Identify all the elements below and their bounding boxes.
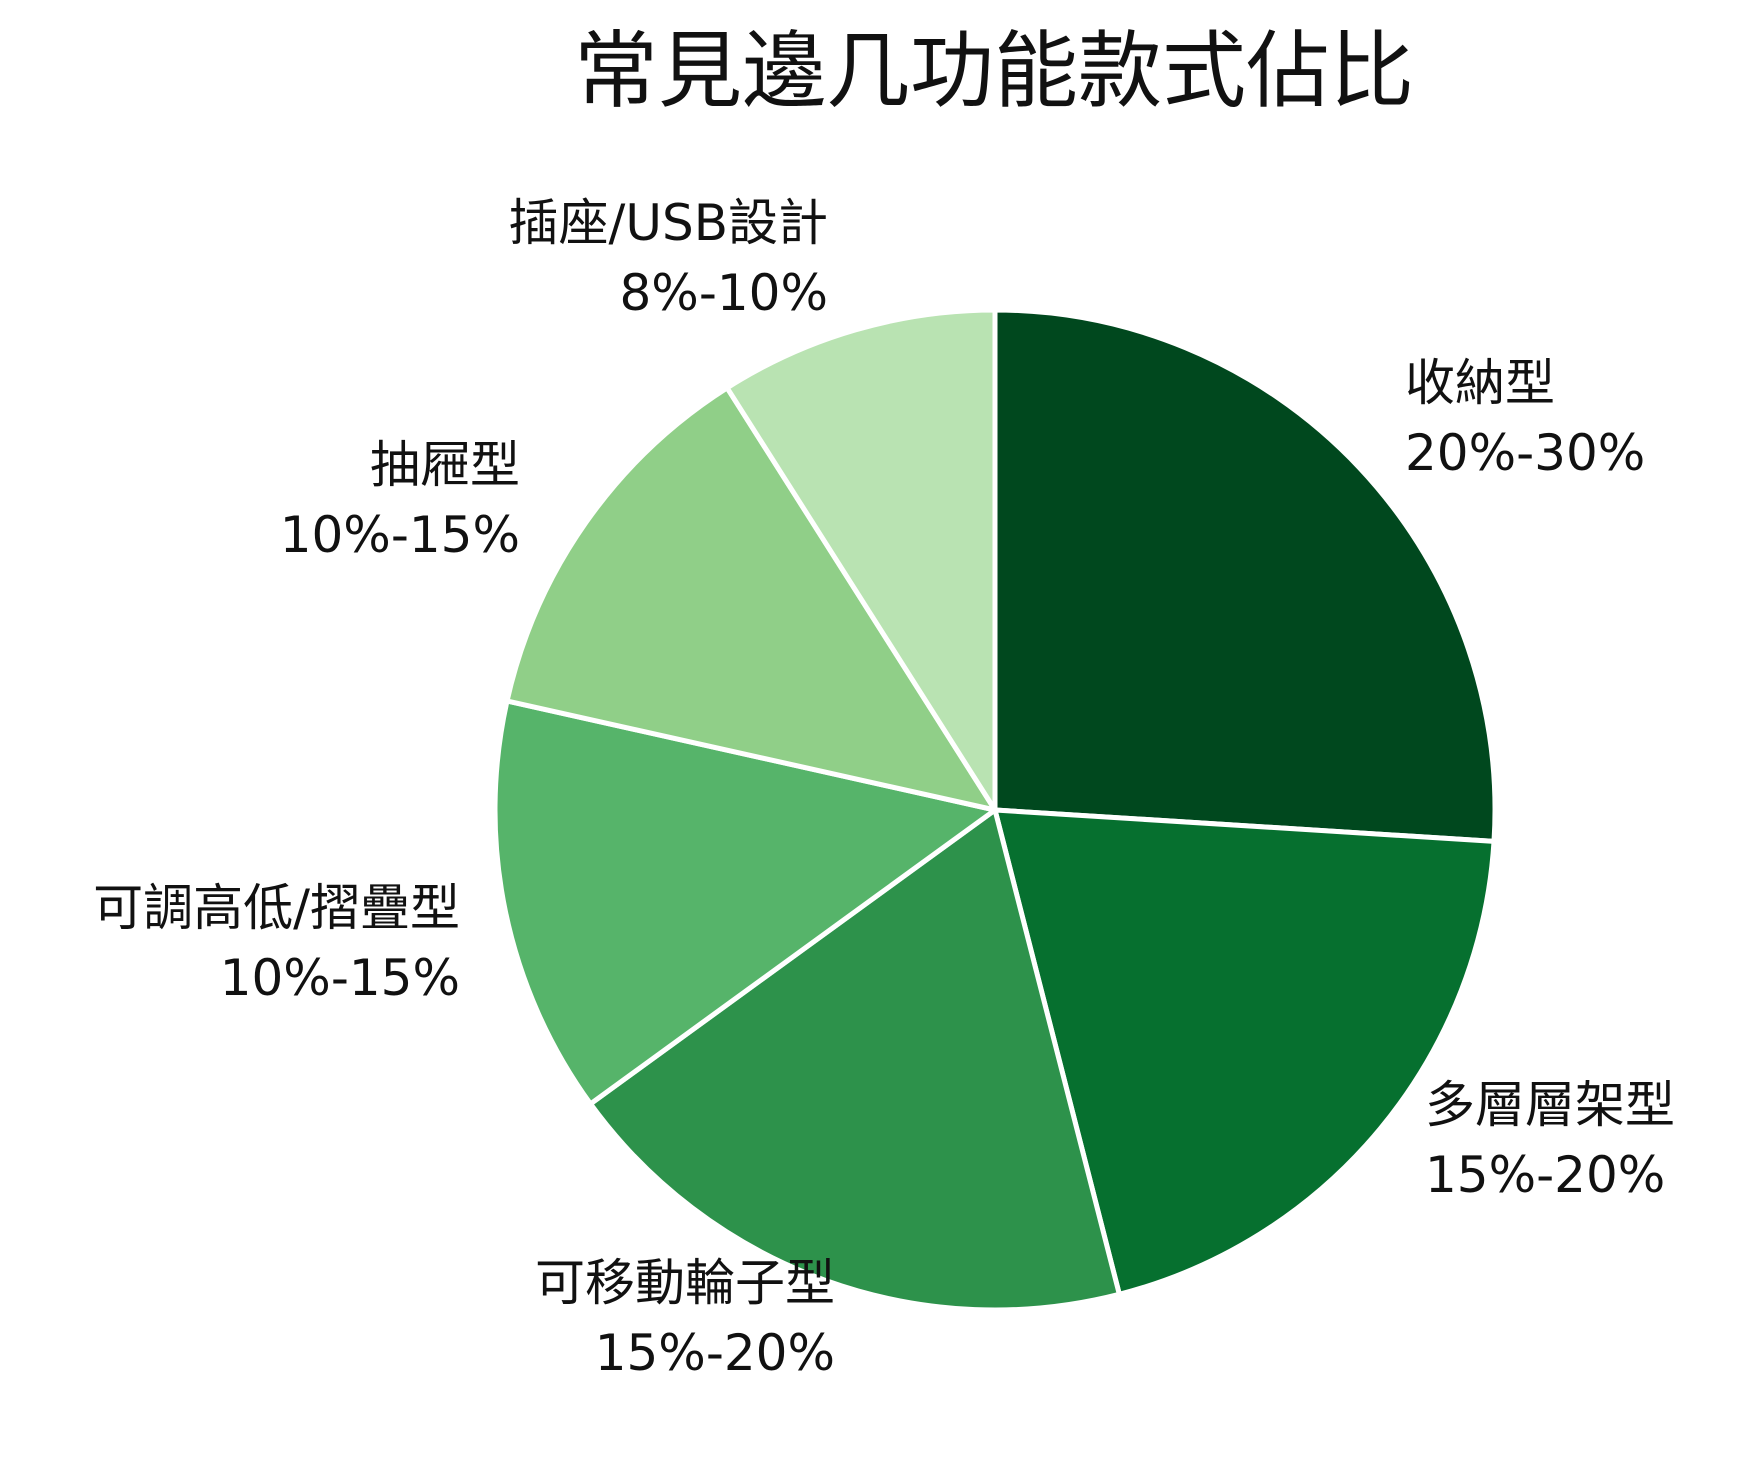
slice-label-range-6: 8%-10% <box>620 264 829 322</box>
slice-labels: 收納型 20%-30% 多層層架型 15%-20% 可移動輪子型 15%-20% 可調高低/… <box>93 194 1675 1382</box>
pie-slice-1 <box>992 307 1498 844</box>
pie-slice-5 <box>504 385 998 813</box>
slice-label-name-5: 抽屜型 <box>370 436 520 494</box>
slice-label-name-4: 可調高低/摺疊型 <box>93 879 460 937</box>
slice-label-range-3: 15%-20% <box>595 1324 835 1382</box>
slice-label-range-5: 10%-15% <box>280 506 520 564</box>
chart-title: 常見邊几功能款式佔比 <box>574 22 1414 120</box>
slice-label-range-2: 15%-20% <box>1425 1146 1665 1204</box>
slice-label-name-2: 多層層架型 <box>1425 1076 1675 1134</box>
pie-slice-3 <box>587 807 1122 1313</box>
pie-slices <box>492 307 1498 1313</box>
pie-slice-6 <box>724 307 998 813</box>
slice-label-name-6: 插座/USB設計 <box>509 194 828 252</box>
slice-label-range-1: 20%-30% <box>1405 424 1645 482</box>
slice-label-name-3: 可移動輪子型 <box>535 1254 835 1312</box>
slice-label-range-4: 10%-15% <box>220 949 460 1007</box>
pie-slice-4 <box>492 698 998 1107</box>
pie-slice-2 <box>992 807 1497 1297</box>
slice-label-name-1: 收納型 <box>1405 354 1555 412</box>
